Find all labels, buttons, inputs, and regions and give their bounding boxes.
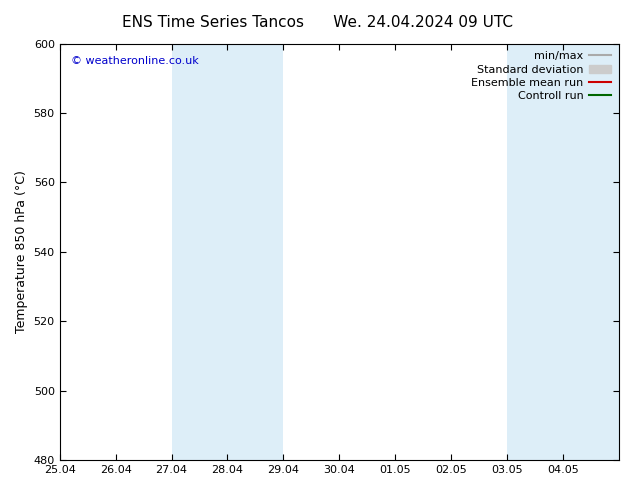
Bar (563, 44, 619, 460)
Bar (507, 44, 563, 460)
Bar (172, 44, 228, 460)
Legend: min/max, Standard deviation, Ensemble mean run, Controll run: min/max, Standard deviation, Ensemble me… (467, 47, 616, 106)
Y-axis label: Temperature 850 hPa (°C): Temperature 850 hPa (°C) (15, 171, 28, 333)
Bar (228, 44, 283, 460)
Text: ENS Time Series Tancos      We. 24.04.2024 09 UTC: ENS Time Series Tancos We. 24.04.2024 09… (122, 15, 512, 30)
Text: © weatheronline.co.uk: © weatheronline.co.uk (71, 56, 198, 66)
